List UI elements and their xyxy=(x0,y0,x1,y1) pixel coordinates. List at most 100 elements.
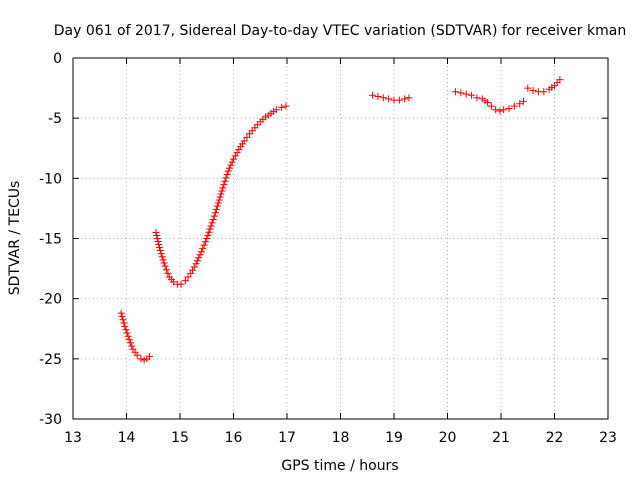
data-point-interp xyxy=(204,231,212,239)
data-point-interp xyxy=(154,238,162,246)
data-point xyxy=(462,90,470,98)
data-point xyxy=(137,355,145,363)
data-point-interp xyxy=(243,133,251,141)
y-tick-label: 0 xyxy=(53,51,62,67)
data-point-interp xyxy=(124,332,132,340)
data-point-interp xyxy=(209,215,217,223)
data-point-interp xyxy=(220,181,228,189)
data-point xyxy=(505,105,513,113)
data-point xyxy=(524,84,532,92)
data-point xyxy=(385,95,393,103)
data-point-interp xyxy=(231,152,239,160)
data-point-interp xyxy=(153,231,161,239)
y-axis-title: SDTVAR / TECUs xyxy=(7,181,23,296)
data-point xyxy=(177,280,185,288)
data-point-interp xyxy=(160,259,168,267)
data-point xyxy=(192,260,200,268)
data-point xyxy=(516,100,524,108)
data-point-interp xyxy=(212,205,220,213)
x-tick-label: 15 xyxy=(171,430,189,446)
data-point-interp xyxy=(157,250,165,258)
data-point xyxy=(272,106,280,114)
data-point-interp xyxy=(158,253,166,261)
data-point xyxy=(500,106,508,114)
series-segment-4 xyxy=(452,88,527,115)
data-point xyxy=(468,91,476,99)
data-point-interp xyxy=(217,190,225,198)
data-point-interp xyxy=(227,161,235,169)
data-point xyxy=(510,102,518,110)
data-point-interp xyxy=(196,251,204,259)
data-point xyxy=(203,235,211,242)
data-point xyxy=(146,352,154,360)
data-point-interp xyxy=(216,193,224,201)
data-point-interp xyxy=(233,149,241,157)
data-point xyxy=(519,97,527,105)
data-point-interp xyxy=(206,225,214,233)
data-point xyxy=(395,96,403,104)
data-point xyxy=(529,86,537,94)
data-point-interp xyxy=(162,266,170,274)
x-tick-label: 20 xyxy=(439,430,457,446)
data-point xyxy=(197,248,205,256)
x-tick-label: 19 xyxy=(385,430,403,446)
data-point xyxy=(379,94,387,102)
y-tick-label: -30 xyxy=(39,412,62,428)
data-point-interp xyxy=(211,209,219,217)
data-point-interp xyxy=(164,269,172,277)
data-point-interp xyxy=(153,235,161,242)
data-point xyxy=(401,95,409,103)
data-point-interp xyxy=(195,254,203,262)
data-point xyxy=(240,137,248,145)
data-point-interp xyxy=(155,241,163,249)
data-point-interp xyxy=(218,187,226,195)
data-point xyxy=(282,102,290,110)
data-point xyxy=(230,155,237,163)
data-point-interp xyxy=(214,199,222,207)
data-point xyxy=(556,76,564,84)
data-point xyxy=(224,167,232,175)
data-point xyxy=(492,106,500,114)
data-point xyxy=(484,99,492,107)
data-point-interp xyxy=(155,244,163,252)
y-tick-label: -20 xyxy=(39,292,62,308)
data-point-interp xyxy=(159,256,167,264)
data-point xyxy=(496,107,504,115)
data-point xyxy=(208,219,216,227)
data-point-interp xyxy=(119,316,127,324)
data-point-interp xyxy=(200,241,208,249)
data-point xyxy=(121,322,129,330)
data-point-interp xyxy=(225,164,233,172)
series-segment-5 xyxy=(524,76,564,96)
data-point-interp xyxy=(184,273,192,281)
y-tick-label: -15 xyxy=(39,232,62,248)
data-point-interp xyxy=(128,342,136,350)
y-tick-label: -5 xyxy=(48,111,62,127)
data-point xyxy=(374,93,382,101)
data-point xyxy=(405,94,413,102)
x-tick-label: 17 xyxy=(278,430,296,446)
data-point xyxy=(213,202,221,210)
data-point-interp xyxy=(228,158,236,166)
data-point-interp xyxy=(199,244,207,252)
data-point xyxy=(473,94,481,102)
data-point-interp xyxy=(223,170,231,178)
data-point-interp xyxy=(205,228,213,236)
series-segment-2 xyxy=(152,102,290,288)
data-point-interp xyxy=(210,212,218,220)
data-point xyxy=(125,336,133,344)
data-point-interp xyxy=(221,177,229,185)
data-point-interp xyxy=(118,312,126,320)
data-point-interp xyxy=(201,238,209,246)
data-point-interp xyxy=(215,196,223,204)
data-point-interp xyxy=(188,266,196,274)
data-point xyxy=(170,278,178,286)
y-tick-label: -10 xyxy=(39,171,62,187)
data-point xyxy=(156,247,164,255)
data-point xyxy=(457,89,465,97)
x-axis-title: GPS time / hours xyxy=(281,458,398,474)
data-point-interp xyxy=(126,339,134,347)
data-point xyxy=(540,88,548,96)
data-point-interp xyxy=(207,222,215,230)
